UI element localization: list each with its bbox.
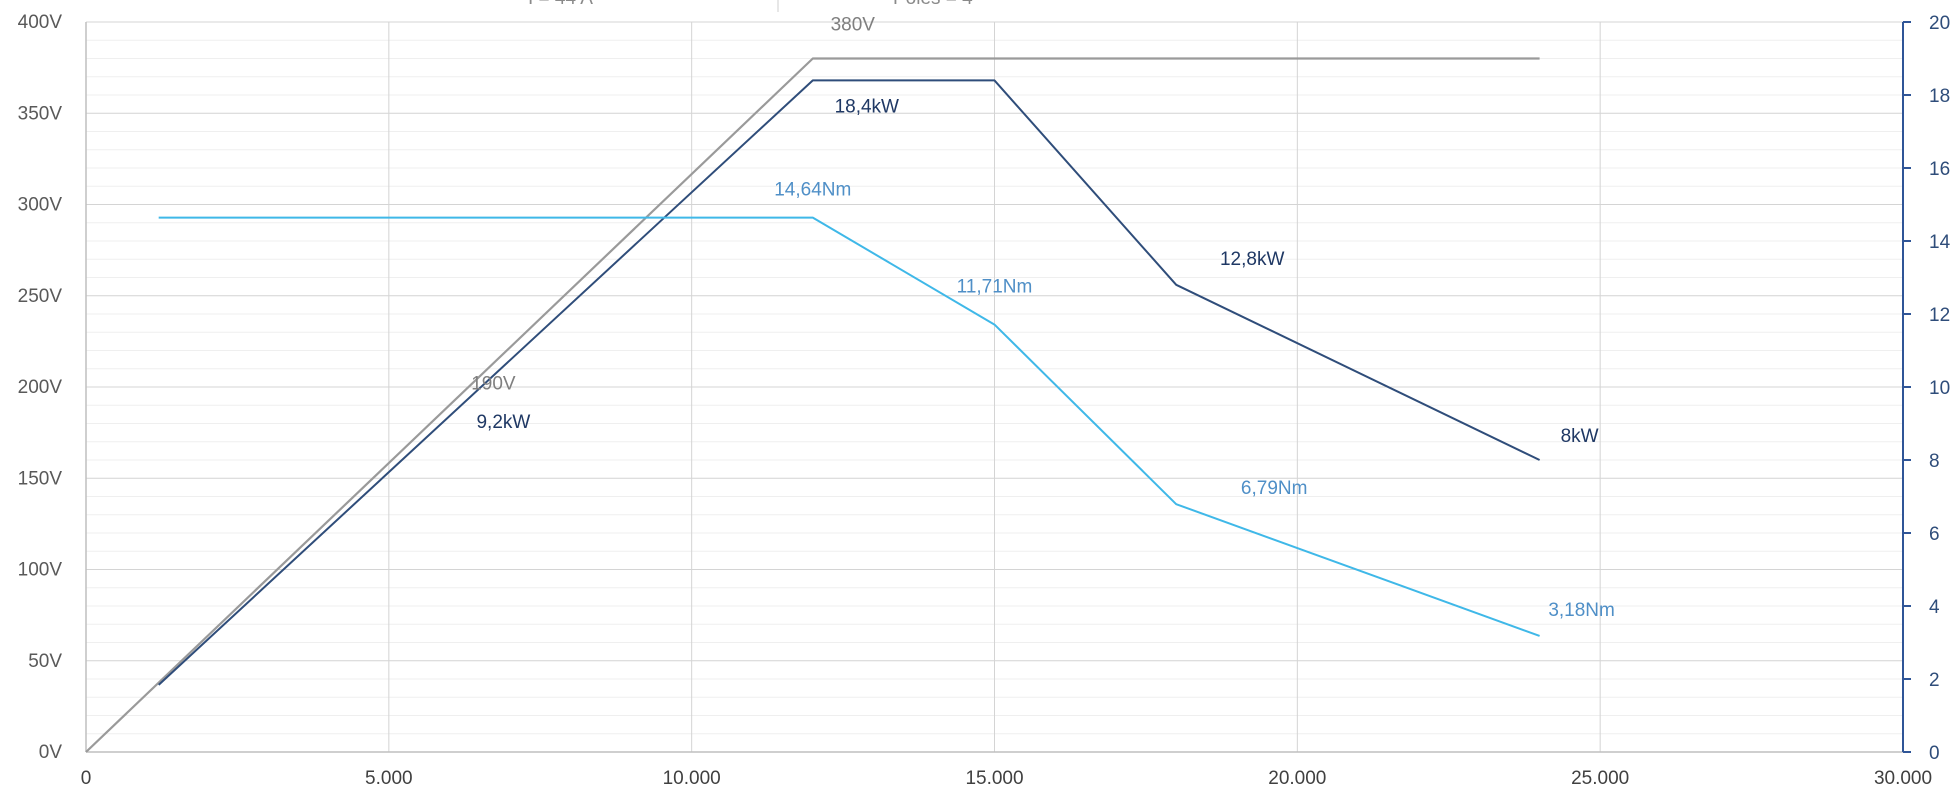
y-right-tick-label: 8 <box>1929 451 1940 472</box>
y-left-tick-label: 400V <box>18 12 63 33</box>
torque-data-label: 11,71Nm <box>957 277 1033 298</box>
power-data-label: 12,8kW <box>1220 249 1284 270</box>
y-right-tick-label: 4 <box>1929 597 1940 618</box>
x-tick-label: 30.000 <box>1874 768 1932 789</box>
x-tick-label: 25.000 <box>1571 768 1629 789</box>
voltage-line <box>85 57 1540 753</box>
y-left-tick-label: 50V <box>28 651 62 672</box>
power-data-label: 8kW <box>1561 426 1599 447</box>
power-data-label: 9,2kW <box>476 412 530 433</box>
torque-data-label: 3,18Nm <box>1548 600 1615 621</box>
y-left-tick-label: 200V <box>18 377 63 398</box>
y-right-tick-label: 20 <box>1929 13 1950 34</box>
y-left-tick-label: 250V <box>18 286 63 307</box>
x-tick-label: 15.000 <box>965 768 1023 789</box>
tick-labels: 0V 50V 100V 150V 200V 250V 300V 350V 400V 0 5.000 1… <box>18 12 1951 789</box>
y-right-tick-label: 0 <box>1929 743 1940 764</box>
torque-line <box>158 216 1540 637</box>
y-right-tick-label: 10 <box>1929 378 1950 399</box>
y-right-tick-label: 16 <box>1929 159 1950 180</box>
grid <box>86 21 1903 752</box>
y-right-tick-label: 18 <box>1929 86 1950 107</box>
y-right-tick-label: 14 <box>1929 232 1951 253</box>
y-left-tick-label: 150V <box>18 468 63 489</box>
torque-data-label: 6,79Nm <box>1241 478 1308 499</box>
top-fragment-current: I = 44 A <box>528 0 593 9</box>
y-right-tick-label: 2 <box>1929 670 1940 691</box>
torque-data-label: 14,64Nm <box>774 180 851 201</box>
data-labels: 190V 380V 9,2kW 18,4kW 12,8kW 8kW 14,64Nm 11,71… <box>471 15 1615 621</box>
power-data-label: 18,4kW <box>835 96 899 117</box>
y-left-tick-label: 0V <box>39 742 63 763</box>
y-left-tick-label: 300V <box>18 195 63 216</box>
y-left-tick-label: 100V <box>18 560 63 581</box>
top-fragments: I = 44 A Poles = 4 <box>528 0 973 12</box>
x-tick-label: 10.000 <box>663 768 721 789</box>
voltage-data-label: 380V <box>831 15 876 36</box>
power-line <box>158 79 1541 686</box>
top-fragment-poles: Poles = 4 <box>893 0 973 9</box>
x-tick-label: 0 <box>81 768 92 789</box>
y-left-tick-label: 350V <box>18 103 63 124</box>
x-tick-label: 5.000 <box>365 768 413 789</box>
y-right-tick-label: 6 <box>1929 524 1940 545</box>
axes <box>85 21 1911 753</box>
x-tick-label: 20.000 <box>1268 768 1326 789</box>
voltage-data-label: 190V <box>471 373 516 394</box>
series <box>85 57 1541 753</box>
y-right-tick-label: 12 <box>1929 305 1950 326</box>
